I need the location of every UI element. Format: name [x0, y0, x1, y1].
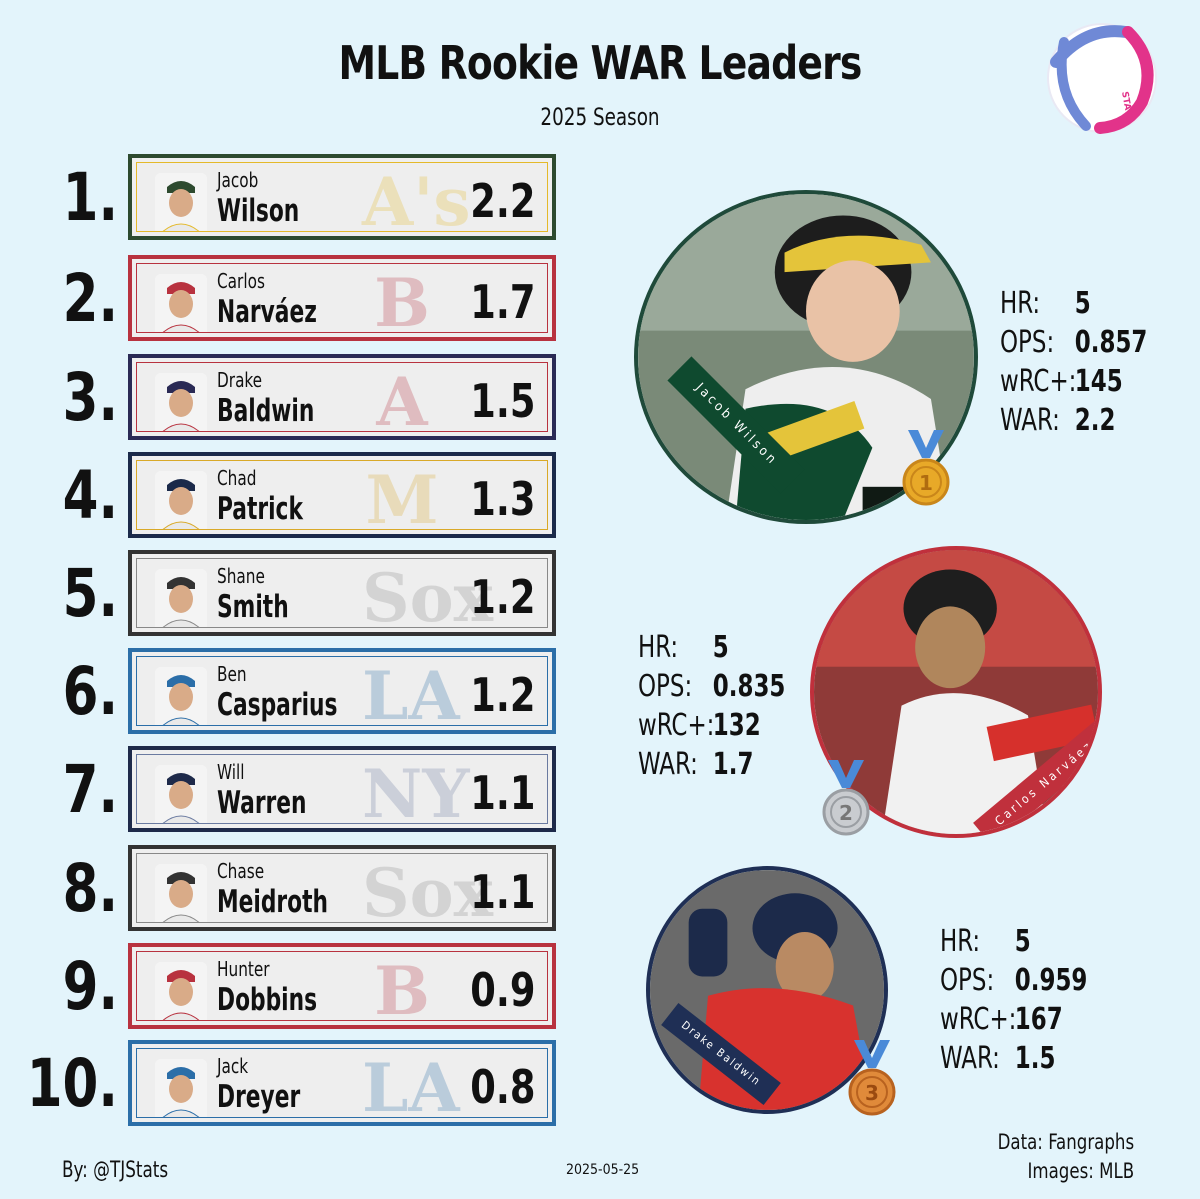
- tjstats-logo: STATS: [1047, 23, 1157, 134]
- rank-number: 9.: [62, 948, 118, 1025]
- player-last-name: Baldwin: [217, 393, 315, 429]
- war-value: 1.7: [469, 275, 535, 329]
- war-value: 0.9: [469, 963, 535, 1017]
- rank-number: 4.: [62, 457, 118, 534]
- player-last-name: Smith: [217, 589, 289, 625]
- featured-photo-3: Drake Baldwin: [646, 866, 888, 1114]
- player-headshot: [155, 864, 207, 922]
- player-last-name: Patrick: [217, 491, 303, 527]
- medal-number-1: 1: [919, 471, 933, 495]
- war-value: 2.2: [469, 174, 535, 228]
- player-last-name: Dobbins: [217, 982, 318, 1018]
- data-source: Data: Fangraphs: [997, 1130, 1134, 1154]
- player-first-name: Chase: [217, 859, 265, 883]
- player-headshot: [155, 471, 207, 529]
- player-first-name: Shane: [217, 564, 265, 588]
- player-headshot: [155, 274, 207, 332]
- player-last-name: Warren: [217, 785, 307, 821]
- leader-row: 1. Jacob Wilson A's 2.2: [0, 154, 560, 240]
- featured-photo-2: Carlos Narváez: [810, 546, 1102, 838]
- leader-row: 4. Chad Patrick M 1.3: [0, 452, 560, 538]
- player-first-name: Hunter: [217, 957, 270, 981]
- player-headshot: [155, 765, 207, 823]
- player-first-name: Jacob: [217, 168, 259, 192]
- player-card: Jack Dreyer LA 0.8: [128, 1040, 556, 1126]
- bronze-medal-icon: 3: [846, 1040, 898, 1118]
- team-logo: A: [376, 363, 428, 432]
- player-card: Ben Casparius LA 1.2: [128, 648, 556, 734]
- byline: By: @TJStats: [62, 1158, 169, 1183]
- team-logo: B: [374, 264, 430, 333]
- player-last-name: Casparius: [217, 687, 338, 723]
- player-card: Jacob Wilson A's 2.2: [128, 154, 556, 240]
- player-card: Drake Baldwin A 1.5: [128, 354, 556, 440]
- leader-row: 7. Will Warren NY 1.1: [0, 746, 560, 832]
- player-card: Chase Meidroth Sox 1.1: [128, 845, 556, 931]
- rank-number: 5.: [62, 555, 118, 632]
- page-subtitle: 2025 Season: [540, 103, 660, 131]
- player-card: Chad Patrick M 1.3: [128, 452, 556, 538]
- war-value: 1.5: [469, 374, 535, 428]
- player-first-name: Ben: [217, 662, 247, 686]
- player-first-name: Will: [217, 760, 245, 784]
- rank-number: 10.: [26, 1045, 118, 1122]
- player-headshot: [155, 373, 207, 431]
- leader-row: 9. Hunter Dobbins B 0.9: [0, 943, 560, 1029]
- war-value: 1.1: [469, 766, 535, 820]
- medal-number-3: 3: [865, 1081, 879, 1105]
- leader-row: 3. Drake Baldwin A 1.5: [0, 354, 560, 440]
- credits: Data: Fangraphs Images: MLB: [997, 1128, 1134, 1186]
- war-value: 1.2: [469, 668, 535, 722]
- rank-number: 3.: [62, 359, 118, 436]
- player-first-name: Carlos: [217, 269, 265, 293]
- player-first-name: Drake: [217, 368, 263, 392]
- leader-row: 5. Shane Smith Sox 1.2: [0, 550, 560, 636]
- featured-stats-3: HR: 5 OPS: 0.959 wRC+:167 WAR: 1.5: [940, 924, 1088, 1076]
- leader-row: 6. Ben Casparius LA 1.2: [0, 648, 560, 734]
- player-card: Carlos Narváez B 1.7: [128, 255, 556, 341]
- rank-number: 2.: [62, 260, 118, 337]
- player-first-name: Jack: [217, 1054, 249, 1078]
- rank-number: 1.: [62, 159, 118, 236]
- team-logo: Sox: [362, 559, 494, 628]
- player-card: Shane Smith Sox 1.2: [128, 550, 556, 636]
- leader-row: 10. Jack Dreyer LA 0.8: [0, 1040, 560, 1126]
- player-last-name: Meidroth: [217, 884, 329, 920]
- page-title: MLB Rookie WAR Leaders: [338, 36, 862, 90]
- player-last-name: Narváez: [217, 294, 317, 330]
- war-value: 1.2: [469, 570, 535, 624]
- team-logo: M: [365, 461, 439, 530]
- chart-date: 2025-05-25: [566, 1162, 640, 1178]
- featured-stats-2: HR: 5 OPS: 0.835 wRC+:132 WAR: 1.7: [638, 630, 786, 782]
- team-logo: LA: [362, 657, 460, 726]
- war-value: 0.8: [469, 1060, 535, 1114]
- medal-number-2: 2: [839, 801, 853, 825]
- team-logo: B: [374, 952, 430, 1021]
- player-headshot: [155, 962, 207, 1020]
- player-headshot: [155, 1059, 207, 1117]
- player-headshot: [155, 173, 207, 231]
- player-headshot: [155, 569, 207, 627]
- rank-number: 6.: [62, 653, 118, 730]
- player-last-name: Dreyer: [217, 1079, 301, 1115]
- team-logo: NY: [362, 755, 470, 824]
- image-source: Images: MLB: [1027, 1159, 1134, 1183]
- leader-row: 8. Chase Meidroth Sox 1.1: [0, 845, 560, 931]
- gold-medal-icon: 1: [900, 430, 952, 508]
- silver-medal-icon: 2: [820, 760, 872, 838]
- player-card: Hunter Dobbins B 0.9: [128, 943, 556, 1029]
- war-value: 1.3: [469, 472, 535, 526]
- war-value: 1.1: [469, 865, 535, 919]
- leader-row: 2. Carlos Narváez B 1.7: [0, 255, 560, 341]
- player-headshot: [155, 667, 207, 725]
- rank-number: 7.: [62, 751, 118, 828]
- player-card: Will Warren NY 1.1: [128, 746, 556, 832]
- team-logo: LA: [362, 1049, 460, 1118]
- team-logo: A's: [362, 163, 471, 232]
- rank-number: 8.: [62, 850, 118, 927]
- featured-stats-1: HR: 5 OPS: 0.857 wRC+:145 WAR: 2.2: [1000, 286, 1148, 438]
- team-logo: Sox: [362, 854, 494, 923]
- player-first-name: Chad: [217, 466, 257, 490]
- player-last-name: Wilson: [217, 193, 300, 229]
